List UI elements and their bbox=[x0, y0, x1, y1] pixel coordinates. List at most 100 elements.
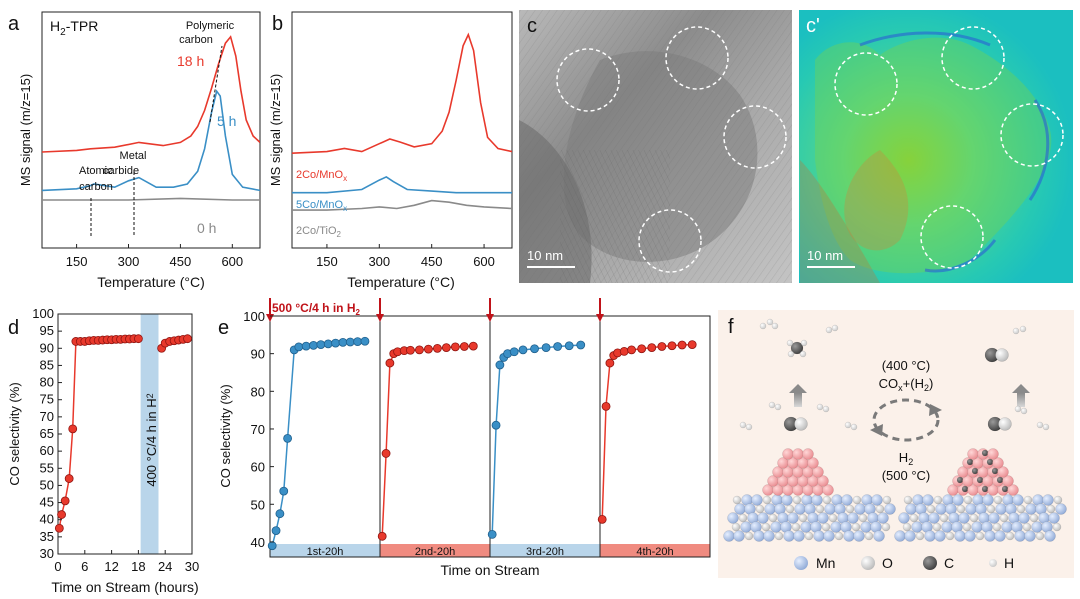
support-o-atom bbox=[821, 522, 831, 532]
panel-d-xlabel: Time on Stream (hours) bbox=[51, 579, 198, 595]
support-mn-atom bbox=[905, 503, 917, 515]
co-o-atom bbox=[998, 417, 1012, 431]
support-o-atom bbox=[822, 495, 832, 505]
support-o-atom bbox=[1005, 531, 1015, 541]
support-mn-atom bbox=[763, 530, 775, 542]
up-arrow-head bbox=[1012, 384, 1030, 393]
support-o-atom bbox=[945, 531, 955, 541]
y-tick-label: 90 bbox=[251, 347, 265, 362]
support-o-atom bbox=[975, 531, 985, 541]
panel-cp-particle-circle bbox=[1000, 103, 1064, 167]
panel-e-point bbox=[283, 433, 293, 443]
panel-a-annot-carbon1: carbon bbox=[179, 34, 213, 46]
support-mn-atom bbox=[1044, 530, 1056, 542]
panel-a-frame bbox=[41, 11, 261, 249]
panel-e-segment-label: 2nd-20h bbox=[415, 546, 455, 558]
support-mn-atom bbox=[813, 530, 825, 542]
h-atom bbox=[1036, 421, 1044, 429]
y-tick-label: 60 bbox=[40, 443, 54, 458]
panel-b-label-2co-mnox: 2Co/MnOx bbox=[296, 169, 347, 183]
panel-b-series-5co-mnox bbox=[292, 175, 512, 194]
panel-b-frame bbox=[291, 11, 513, 249]
support-mn-atom bbox=[723, 530, 735, 542]
y-tick-label: 30 bbox=[40, 546, 54, 561]
particle-co-atom bbox=[1007, 484, 1019, 496]
panel-d-letter: d bbox=[8, 317, 19, 339]
support-mn-atom bbox=[781, 494, 793, 506]
h-atom bbox=[816, 403, 824, 411]
h-atom bbox=[822, 405, 830, 413]
particle-c-atom bbox=[961, 485, 969, 493]
panel-a-series-5h bbox=[42, 89, 260, 192]
support-mn-atom bbox=[770, 521, 782, 533]
support-o-atom bbox=[1029, 513, 1039, 523]
particle-co-atom bbox=[992, 457, 1004, 469]
panel-f-scene bbox=[723, 318, 1067, 542]
panel-b-letter: b bbox=[272, 13, 283, 35]
panel-e-point bbox=[316, 340, 326, 350]
panel-e-line bbox=[491, 344, 581, 535]
panel-cp-letter: c' bbox=[806, 15, 820, 37]
panel-e-point bbox=[360, 336, 370, 346]
y-tick-label: 75 bbox=[40, 392, 54, 407]
panel-e-line bbox=[601, 343, 693, 520]
panel-e-point bbox=[605, 358, 615, 368]
support-o-atom bbox=[962, 522, 972, 532]
particle-c-atom bbox=[971, 467, 979, 475]
h-atom bbox=[844, 421, 852, 429]
panel-d-point bbox=[133, 334, 143, 344]
x-tick-label: 450 bbox=[421, 254, 443, 269]
panel-cp-scale-label: 10 nm bbox=[807, 248, 843, 263]
support-o-atom bbox=[755, 504, 765, 514]
h-atom bbox=[759, 322, 767, 330]
particle-co-atom bbox=[782, 448, 794, 460]
support-o-atom bbox=[798, 513, 808, 523]
panel-d: d 400 °C/4 h in H2 303540455055606570758… bbox=[7, 306, 199, 595]
y-tick-label: 90 bbox=[40, 340, 54, 355]
particle-co-atom bbox=[807, 457, 819, 469]
support-o-atom bbox=[864, 531, 874, 541]
panel-a: a H2-TPR Polymeric carbon Metal Atomicca… bbox=[8, 11, 261, 290]
panel-e-h2-arrowhead bbox=[596, 314, 604, 322]
h-atom bbox=[825, 326, 833, 334]
h-atom bbox=[1019, 325, 1027, 333]
support-mn-atom bbox=[1025, 503, 1037, 515]
support-mn-atom bbox=[904, 530, 916, 542]
support-o-atom bbox=[915, 531, 925, 541]
support-mn-atom bbox=[753, 530, 765, 542]
support-mn-atom bbox=[898, 512, 910, 524]
panel-f-legend: Mn O C H bbox=[794, 555, 1014, 571]
panel-a-annot-polymeric: Polymeric bbox=[186, 20, 235, 32]
panel-e-point bbox=[637, 344, 647, 354]
support-o-atom bbox=[732, 495, 742, 505]
particle-c-atom bbox=[976, 476, 984, 484]
support-mn-atom bbox=[984, 530, 996, 542]
support-mn-atom bbox=[823, 530, 835, 542]
h-atom bbox=[786, 339, 794, 347]
panel-e-point bbox=[338, 337, 348, 347]
panel-e-point bbox=[495, 360, 505, 370]
h-atom bbox=[766, 318, 774, 326]
support-mn-atom bbox=[877, 512, 889, 524]
support-mn-atom bbox=[764, 503, 776, 515]
support-o-atom bbox=[834, 531, 844, 541]
panel-d-x-axis: 0 6 12 18 24 30 bbox=[54, 550, 199, 574]
y-tick-label: 40 bbox=[251, 535, 265, 550]
support-o-atom bbox=[731, 522, 741, 532]
panel-a-label-18h: 18 h bbox=[177, 53, 204, 69]
support-mn-atom bbox=[854, 503, 866, 515]
panel-f-cond-h2: H2 bbox=[899, 450, 913, 467]
x-tick-label: 12 bbox=[104, 559, 118, 574]
particle-c-atom bbox=[991, 467, 999, 475]
support-mn-atom bbox=[1042, 494, 1054, 506]
panel-e-ylabel: CO selectivity (%) bbox=[218, 384, 233, 487]
panel-c-letter: c bbox=[527, 15, 537, 37]
support-mn-atom bbox=[853, 530, 865, 542]
panel-d-point bbox=[183, 334, 192, 344]
panel-e-point bbox=[309, 340, 318, 350]
panel-a-annot-carbon2: carbon bbox=[79, 181, 113, 193]
support-mn-atom bbox=[934, 530, 946, 542]
panel-cp-fft-image: c' 10 nm bbox=[799, 10, 1073, 283]
x-tick-label: 450 bbox=[170, 254, 192, 269]
panel-e-point bbox=[406, 345, 415, 355]
